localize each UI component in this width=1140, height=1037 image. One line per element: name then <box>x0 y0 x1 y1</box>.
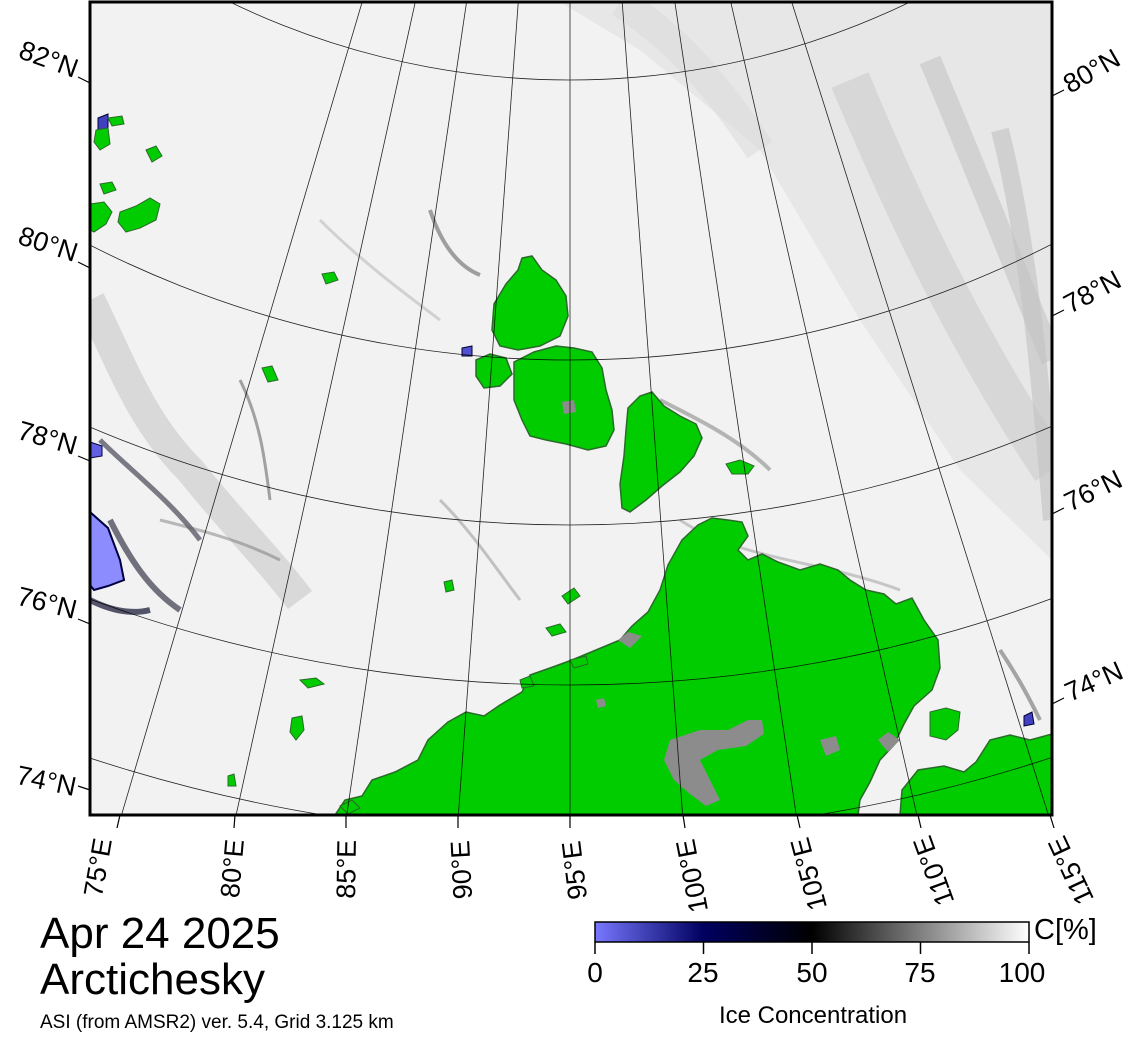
lon-label-100e: 100°E <box>670 837 714 915</box>
lat-label-left-74n: 74°N <box>14 760 79 802</box>
lon-label-85e: 85°E <box>331 840 362 899</box>
lon-label-80e: 80°E <box>215 838 250 899</box>
taymyr-peninsula <box>334 517 941 815</box>
meridian-110e <box>730 2 918 815</box>
taymyr-east-coast <box>899 733 1052 815</box>
longitude-labels: 75°E 80°E 85°E 90°E 95°E 100°E 105°E 110… <box>78 831 1100 915</box>
meridian-105e <box>674 2 797 815</box>
graticule <box>90 2 1052 815</box>
colorbar-tick-75: 75 <box>904 957 936 988</box>
colorbar <box>594 921 1030 954</box>
meridian-80e <box>235 2 416 815</box>
lon-label-110e: 110°E <box>907 832 960 910</box>
lat-label-left-78n: 78°N <box>14 415 80 460</box>
meridian-75e <box>121 2 363 815</box>
lat-label-left-76n: 76°N <box>14 581 80 625</box>
region-title: Arctichesky <box>40 955 265 1004</box>
lat-label-right-76n: 76°N <box>1059 464 1126 517</box>
lat-label-right-74n: 74°N <box>1060 656 1127 708</box>
date-title: Apr 24 2025 <box>40 909 280 958</box>
source-note: ASI (from AMSR2) ver. 5.4, Grid 3.125 km <box>40 1012 394 1033</box>
colorbar-tick-25: 25 <box>687 957 719 988</box>
land-masses <box>90 115 1052 815</box>
low-concentration-patches <box>90 113 1035 727</box>
lon-label-75e: 75°E <box>78 836 118 899</box>
meridian-115e <box>791 2 1049 815</box>
meridian-100e <box>621 2 684 815</box>
meridian-90e <box>457 2 519 815</box>
colorbar-tick-50: 50 <box>796 957 828 988</box>
lat-label-left-80n: 80°N <box>15 221 82 268</box>
colorbar-gradient <box>594 921 1030 943</box>
map-frame <box>88 0 1054 817</box>
latitude-labels-left: 82°N 80°N 78°N 76°N 74°N <box>14 35 82 802</box>
island-komsomolets <box>491 255 569 351</box>
map-area <box>90 2 1052 815</box>
island-bolshevik <box>619 391 703 513</box>
latitude-labels-right: 80°N 78°N 76°N 74°N <box>1058 43 1128 707</box>
lon-label-105e: 105°E <box>785 834 833 913</box>
colorbar-unit: C[%] <box>1034 914 1097 946</box>
lon-label-90e: 90°E <box>445 840 478 900</box>
colorbar-tick-0: 0 <box>587 957 603 988</box>
lon-label-115e: 115°E <box>1042 831 1100 909</box>
meridian-85e <box>346 2 467 815</box>
lat-label-left-82n: 82°N <box>15 35 82 84</box>
lon-label-95e: 95°E <box>556 839 593 901</box>
lat-label-right-78n: 78°N <box>1059 264 1126 319</box>
island-october-revolution <box>513 345 615 451</box>
frame-ticks <box>77 76 1065 829</box>
lat-label-right-80n: 80°N <box>1058 43 1125 99</box>
colorbar-title: Ice Concentration <box>718 1002 908 1029</box>
colorbar-ticks <box>594 942 1030 954</box>
coast-mask <box>562 400 900 806</box>
colorbar-tick-100: 100 <box>998 957 1046 988</box>
